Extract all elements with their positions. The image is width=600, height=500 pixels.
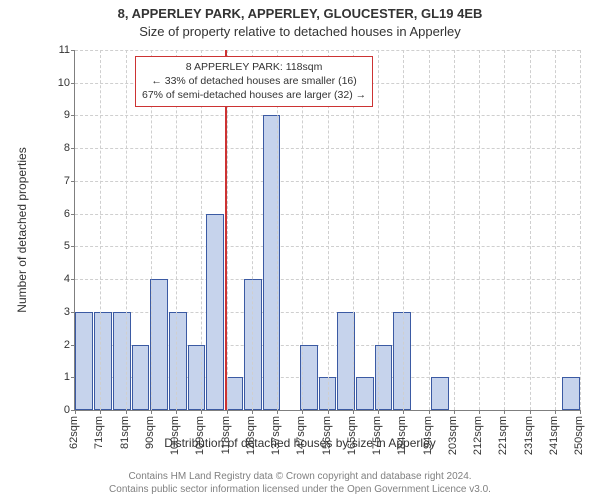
histogram-bar [562, 377, 580, 410]
y-tick [71, 312, 75, 313]
y-tick-label: 11 [46, 44, 70, 56]
x-tick [227, 410, 228, 414]
x-tick [252, 410, 253, 414]
grid-line [378, 50, 379, 410]
histogram-bar [113, 312, 131, 410]
x-tick-label: 137sqm [270, 416, 282, 455]
y-tick [71, 50, 75, 51]
y-tick [71, 279, 75, 280]
y-tick [71, 115, 75, 116]
histogram-bar [431, 377, 449, 410]
x-tick-label: 62sqm [68, 416, 80, 449]
footer-text: Contains HM Land Registry data © Crown c… [0, 470, 600, 496]
x-tick-label: 184sqm [396, 416, 408, 455]
annotation-line: 8 APPERLEY PARK: 118sqm [142, 60, 366, 74]
x-tick [555, 410, 556, 414]
x-tick-label: 212sqm [472, 416, 484, 455]
x-tick [151, 410, 152, 414]
grid-line [429, 50, 430, 410]
page-subtitle: Size of property relative to detached ho… [0, 24, 600, 39]
x-tick-label: 165sqm [346, 416, 358, 455]
histogram-bar [206, 214, 224, 410]
x-tick-label: 109sqm [194, 416, 206, 455]
grid-line [555, 50, 556, 410]
y-tick-label: 1 [46, 371, 70, 383]
x-tick [353, 410, 354, 414]
x-tick [504, 410, 505, 414]
x-tick-label: 203sqm [447, 416, 459, 455]
x-tick [530, 410, 531, 414]
y-tick [71, 377, 75, 378]
y-tick-label: 5 [46, 240, 70, 252]
x-tick-label: 221sqm [497, 416, 509, 455]
x-tick [75, 410, 76, 414]
histogram-bar [188, 345, 206, 410]
histogram-bar [132, 345, 150, 410]
y-tick [71, 181, 75, 182]
x-tick [126, 410, 127, 414]
histogram-bar [75, 312, 93, 410]
x-tick-label: 147sqm [295, 416, 307, 455]
histogram-bar [150, 279, 168, 410]
grid-line [126, 50, 127, 410]
x-tick-label: 156sqm [321, 416, 333, 455]
y-tick [71, 246, 75, 247]
grid-line [403, 50, 404, 410]
y-tick [71, 345, 75, 346]
annotation-line: ← 33% of detached houses are smaller (16… [142, 74, 366, 88]
y-tick-label: 3 [46, 306, 70, 318]
histogram-bar [356, 377, 374, 410]
y-tick-label: 10 [46, 77, 70, 89]
x-tick [403, 410, 404, 414]
y-axis-label: Number of detached properties [15, 147, 29, 312]
x-tick [328, 410, 329, 414]
x-tick-label: 250sqm [573, 416, 585, 455]
x-tick-label: 194sqm [422, 416, 434, 455]
histogram-bar [169, 312, 187, 410]
y-tick-label: 4 [46, 273, 70, 285]
x-tick [176, 410, 177, 414]
page-title: 8, APPERLEY PARK, APPERLEY, GLOUCESTER, … [0, 6, 600, 21]
x-tick-label: 118sqm [220, 416, 232, 454]
x-tick [454, 410, 455, 414]
x-tick-label: 81sqm [119, 416, 131, 449]
y-tick-label: 7 [46, 175, 70, 187]
y-tick-label: 0 [46, 404, 70, 416]
x-tick-label: 231sqm [523, 416, 535, 455]
x-tick-label: 175sqm [371, 416, 383, 455]
grid-line [100, 50, 101, 410]
x-tick [100, 410, 101, 414]
x-tick-label: 241sqm [548, 416, 560, 455]
x-tick [378, 410, 379, 414]
annotation-line: 67% of semi-detached houses are larger (… [142, 88, 366, 102]
x-tick-label: 100sqm [169, 416, 181, 455]
x-tick [201, 410, 202, 414]
x-tick [429, 410, 430, 414]
x-tick [302, 410, 303, 414]
grid-line [580, 50, 581, 410]
y-tick [71, 83, 75, 84]
grid-line [479, 50, 480, 410]
x-tick [277, 410, 278, 414]
grid-line [504, 50, 505, 410]
x-tick-label: 71sqm [93, 416, 105, 449]
x-tick-label: 90sqm [144, 416, 156, 449]
annotation-box: 8 APPERLEY PARK: 118sqm ← 33% of detache… [135, 56, 373, 107]
x-tick [479, 410, 480, 414]
y-tick [71, 214, 75, 215]
histogram-bar [225, 377, 243, 410]
chart-area: 8 APPERLEY PARK: 118sqm ← 33% of detache… [74, 50, 580, 411]
y-tick-label: 6 [46, 208, 70, 220]
x-tick-label: 128sqm [245, 416, 257, 455]
y-tick [71, 148, 75, 149]
histogram-bar [94, 312, 112, 410]
y-tick-label: 2 [46, 339, 70, 351]
grid-line [454, 50, 455, 410]
x-tick [580, 410, 581, 414]
grid-line [530, 50, 531, 410]
y-tick-label: 9 [46, 109, 70, 121]
y-tick-label: 8 [46, 142, 70, 154]
